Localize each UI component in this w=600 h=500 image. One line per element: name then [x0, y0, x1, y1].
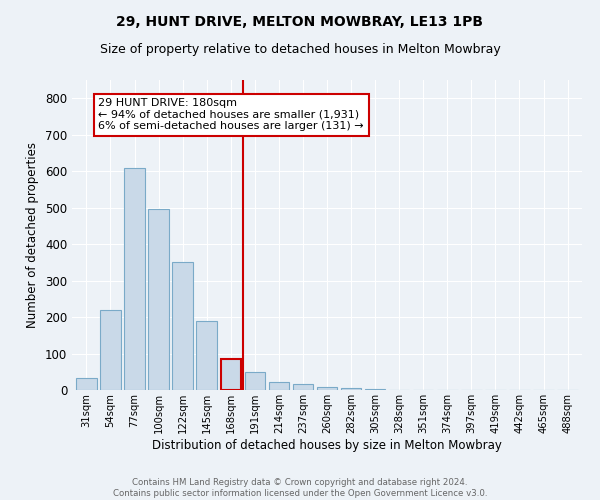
Bar	[221, 359, 241, 390]
Bar	[196, 320, 217, 390]
Text: 29 HUNT DRIVE: 180sqm
← 94% of detached houses are smaller (1,931)
6% of semi-de: 29 HUNT DRIVE: 180sqm ← 94% of detached …	[98, 98, 364, 132]
Text: Contains HM Land Registry data © Crown copyright and database right 2024.
Contai: Contains HM Land Registry data © Crown c…	[113, 478, 487, 498]
Bar	[245, 372, 265, 390]
Bar	[100, 310, 121, 390]
Bar	[269, 382, 289, 390]
Bar	[76, 378, 97, 390]
Text: Size of property relative to detached houses in Melton Mowbray: Size of property relative to detached ho…	[100, 42, 500, 56]
Y-axis label: Number of detached properties: Number of detached properties	[26, 142, 40, 328]
Bar	[172, 262, 193, 390]
Bar	[293, 384, 313, 390]
X-axis label: Distribution of detached houses by size in Melton Mowbray: Distribution of detached houses by size …	[152, 438, 502, 452]
Bar	[317, 387, 337, 390]
Bar	[124, 168, 145, 390]
Text: 29, HUNT DRIVE, MELTON MOWBRAY, LE13 1PB: 29, HUNT DRIVE, MELTON MOWBRAY, LE13 1PB	[116, 15, 484, 29]
Bar	[148, 208, 169, 390]
Bar	[341, 388, 361, 390]
